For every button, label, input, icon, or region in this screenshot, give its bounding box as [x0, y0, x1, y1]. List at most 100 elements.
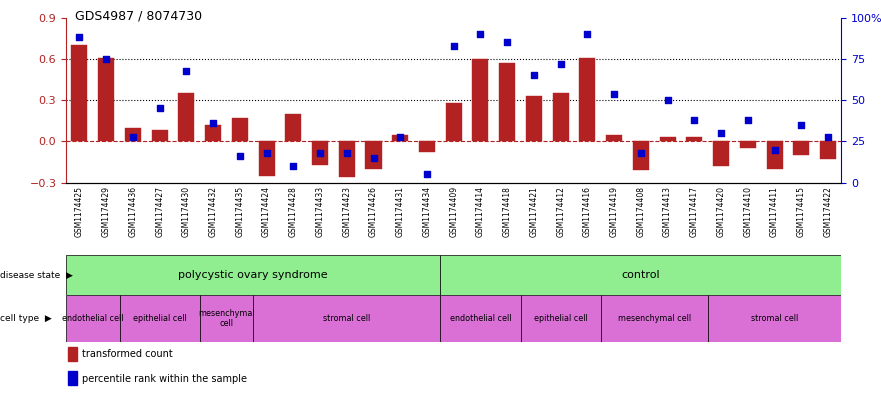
Bar: [707, 295, 841, 342]
Bar: [440, 295, 521, 342]
Point: [393, 133, 407, 140]
Point: [100, 56, 114, 62]
Text: GSM1174426: GSM1174426: [369, 186, 378, 237]
Bar: [440, 255, 841, 295]
Text: GSM1174418: GSM1174418: [503, 186, 512, 237]
Point: [553, 61, 567, 67]
Text: GSM1174433: GSM1174433: [315, 186, 324, 237]
Text: mesenchymal cell: mesenchymal cell: [618, 314, 691, 323]
Text: GSM1174413: GSM1174413: [663, 186, 672, 237]
Point: [821, 133, 835, 140]
Point: [500, 39, 515, 46]
Bar: [71, 45, 87, 141]
Bar: [500, 63, 515, 141]
Text: GSM1174417: GSM1174417: [690, 186, 699, 237]
Point: [313, 150, 327, 156]
Text: control: control: [621, 270, 660, 280]
Bar: [580, 57, 596, 141]
Point: [607, 90, 621, 97]
Bar: [66, 255, 440, 295]
Point: [741, 117, 755, 123]
Text: GSM1174411: GSM1174411: [770, 186, 779, 237]
Point: [260, 150, 274, 156]
Bar: [521, 295, 601, 342]
Bar: [526, 96, 542, 141]
Text: GSM1174415: GSM1174415: [796, 186, 806, 237]
Bar: [713, 141, 729, 166]
Bar: [120, 295, 200, 342]
Bar: [253, 295, 440, 342]
Bar: [606, 134, 622, 141]
Bar: [552, 93, 568, 141]
Bar: [446, 103, 462, 141]
Point: [661, 97, 675, 103]
Bar: [820, 141, 836, 159]
Text: percentile rank within the sample: percentile rank within the sample: [82, 374, 247, 384]
Text: GSM1174435: GSM1174435: [235, 186, 244, 237]
Bar: [366, 141, 381, 169]
Text: GSM1174427: GSM1174427: [155, 186, 164, 237]
Point: [180, 67, 194, 73]
Text: endothelial cell: endothelial cell: [449, 314, 511, 323]
Point: [687, 117, 701, 123]
Bar: [152, 130, 167, 141]
Text: GSM1174416: GSM1174416: [583, 186, 592, 237]
Text: GSM1174430: GSM1174430: [181, 186, 191, 237]
Text: GSM1174419: GSM1174419: [610, 186, 618, 237]
Text: stromal cell: stromal cell: [323, 314, 370, 323]
Bar: [339, 141, 355, 177]
Text: GSM1174409: GSM1174409: [449, 186, 458, 237]
Text: GSM1174434: GSM1174434: [423, 186, 432, 237]
Text: epithelial cell: epithelial cell: [534, 314, 588, 323]
Text: GSM1174436: GSM1174436: [129, 186, 137, 237]
Text: cell type  ▶: cell type ▶: [0, 314, 52, 323]
Text: GSM1174414: GSM1174414: [476, 186, 485, 237]
Bar: [258, 141, 275, 176]
Bar: [178, 93, 195, 141]
Point: [206, 120, 220, 127]
Bar: [125, 128, 141, 141]
Text: disease state  ▶: disease state ▶: [0, 271, 73, 279]
Point: [767, 147, 781, 153]
Point: [286, 163, 300, 169]
Text: epithelial cell: epithelial cell: [133, 314, 187, 323]
Bar: [200, 295, 253, 342]
Point: [340, 150, 354, 156]
Point: [420, 171, 434, 178]
Text: GSM1174412: GSM1174412: [556, 186, 565, 237]
Point: [473, 31, 487, 37]
Text: GSM1174432: GSM1174432: [209, 186, 218, 237]
Bar: [285, 114, 301, 141]
Point: [152, 105, 167, 112]
Point: [72, 34, 86, 40]
Point: [527, 72, 541, 79]
Bar: [98, 57, 115, 141]
Bar: [633, 141, 649, 170]
Text: GSM1174428: GSM1174428: [289, 186, 298, 237]
Bar: [740, 141, 756, 148]
Text: transformed count: transformed count: [82, 349, 173, 359]
Point: [233, 153, 247, 160]
Text: GSM1174425: GSM1174425: [75, 186, 84, 237]
Text: GSM1174423: GSM1174423: [343, 186, 352, 237]
Bar: [660, 137, 676, 141]
Text: GSM1174422: GSM1174422: [824, 186, 833, 237]
Text: GSM1174420: GSM1174420: [716, 186, 726, 237]
Point: [366, 155, 381, 161]
Text: stromal cell: stromal cell: [751, 314, 798, 323]
Bar: [686, 137, 702, 141]
Bar: [312, 141, 328, 165]
Point: [794, 122, 808, 128]
Bar: [68, 347, 77, 361]
Bar: [472, 59, 488, 141]
Point: [581, 31, 595, 37]
Bar: [66, 295, 120, 342]
Bar: [68, 371, 77, 385]
Point: [714, 130, 728, 136]
Bar: [232, 118, 248, 141]
Bar: [793, 141, 810, 155]
Text: GDS4987 / 8074730: GDS4987 / 8074730: [75, 10, 202, 23]
Point: [447, 42, 461, 49]
Bar: [392, 134, 408, 141]
Bar: [205, 125, 221, 141]
